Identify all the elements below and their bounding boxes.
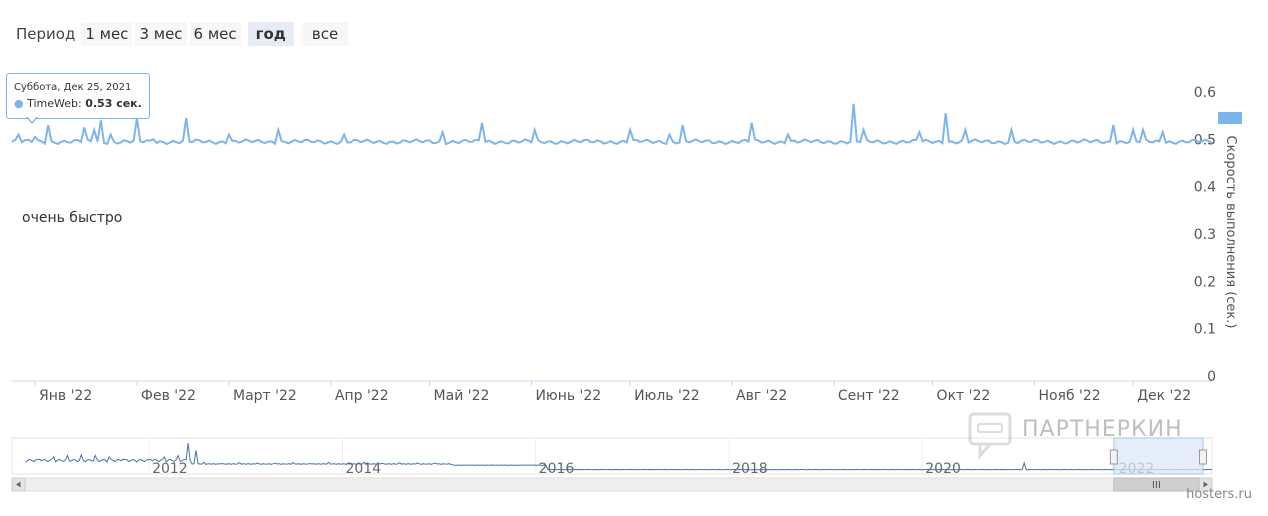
y-axis-current-value-flag: [1218, 112, 1242, 124]
navigator-series-line: [25, 443, 1213, 471]
navigator-tick-label: 2016: [539, 461, 575, 477]
navigator-selection[interactable]: [1113, 437, 1204, 475]
series-point: [1112, 124, 1115, 127]
scrollbar-track[interactable]: [11, 477, 1213, 492]
period-button-year[interactable]: год: [247, 22, 294, 46]
series-point: [441, 131, 444, 134]
tooltip-pointer-fill: [27, 116, 37, 122]
x-tick-label: Янв '22: [39, 388, 92, 404]
y-tick-label: 0.1: [1194, 322, 1216, 338]
series-point: [93, 128, 96, 131]
series-point: [668, 133, 671, 136]
series-point: [99, 119, 102, 122]
source-credit: hosters.ru: [1186, 487, 1252, 502]
series-point: [786, 133, 789, 136]
tooltip-value: 0.53 сек.: [85, 97, 142, 110]
series-point: [862, 128, 865, 131]
x-tick-label: Июнь '22: [535, 388, 601, 404]
tooltip-date: Суббота, Дек 25, 2021: [14, 82, 132, 93]
series-point: [83, 126, 86, 129]
arrow-left-icon: [16, 481, 21, 488]
navigator-frame: [11, 437, 1213, 475]
x-tick-labels: Янв '22 Фев '22 Март '22 Апр '22 Май '22 Июнь…: [39, 388, 1191, 404]
navigator-tick-label: 2014: [345, 461, 381, 477]
series-point: [533, 128, 536, 131]
series-point: [681, 124, 684, 127]
series-point: [185, 117, 188, 120]
series-point: [1141, 128, 1144, 131]
series-point: [343, 133, 346, 136]
speed-annotation: очень быстро: [22, 210, 123, 226]
period-button-6m[interactable]: 6 мес: [189, 22, 241, 46]
period-button-all[interactable]: все: [301, 22, 349, 46]
navigator-handle-left[interactable]: [1109, 449, 1118, 465]
watermark-logo: [968, 412, 1012, 460]
series-point: [481, 121, 484, 124]
scrollbar-grip-icon: [1152, 481, 1160, 488]
series-point: [1010, 128, 1013, 131]
period-button-3m[interactable]: 3 мес: [135, 22, 187, 46]
series-point: [750, 121, 753, 124]
series-point: [109, 133, 112, 136]
series-point: [17, 133, 20, 136]
series-point: [277, 128, 280, 131]
series-line-timeweb: [11, 103, 1213, 146]
x-tick-label: Фев '22: [141, 388, 196, 404]
series-point: [227, 133, 230, 136]
series-point: [34, 135, 37, 138]
tooltip: Суббота, Дек 25, 2021 ● TimeWeb: 0.53 се…: [6, 73, 150, 119]
period-button-1m[interactable]: 1 мес: [81, 22, 133, 46]
series-point: [918, 131, 921, 134]
series-point: [1161, 131, 1164, 134]
x-tick-marks: [34, 381, 1134, 386]
navigator-tick-label: 2012: [152, 461, 188, 477]
y-tick-label: 0.3: [1194, 227, 1216, 243]
arrow-right-icon: [1203, 481, 1208, 488]
x-tick-label: Март '22: [233, 388, 297, 404]
y-tick-label: 0.4: [1194, 180, 1216, 196]
series-point: [1132, 128, 1135, 131]
x-tick-label: Май '22: [434, 388, 490, 404]
series-dot-icon: ●: [14, 97, 24, 110]
x-tick-label: Апр '22: [335, 388, 389, 404]
x-tick-label: Сент '22: [838, 388, 900, 404]
x-tick-label: Окт '22: [937, 388, 991, 404]
series-point: [629, 128, 632, 131]
x-tick-label: Нояб '22: [1038, 388, 1100, 404]
series-point: [944, 112, 947, 115]
period-selector: Период 1 мес 3 мес 6 мес год все: [16, 20, 351, 48]
x-tick-label: Июль '22: [634, 388, 700, 404]
navigator-tick-label: 2018: [732, 461, 768, 477]
y-tick-label: 0: [1207, 369, 1216, 385]
series-point: [152, 138, 155, 141]
x-tick-label: Авг '22: [736, 388, 787, 404]
series-point: [852, 102, 855, 105]
watermark-text: ПАРТНЕРКИН: [1022, 417, 1183, 442]
period-label: Период: [16, 25, 76, 43]
tooltip-line: ● TimeWeb: 0.53 сек.: [14, 97, 142, 110]
series-point: [964, 128, 967, 131]
y-tick-label: 0.2: [1194, 274, 1216, 290]
tooltip-series-name: TimeWeb: [27, 97, 79, 110]
x-tick-label: Дек '22: [1137, 388, 1191, 404]
y-tick-label: 0.6: [1194, 85, 1216, 101]
series-point: [47, 124, 50, 127]
y-tick-labels: 00.10.20.30.40.50.6: [1194, 85, 1216, 385]
chat-bubble-icon: [968, 412, 1012, 446]
navigator-tick-label: 2020: [925, 461, 961, 477]
y-axis-title: Скорость выполнения (сек.): [1223, 136, 1238, 329]
navigator-handle-right[interactable]: [1199, 449, 1207, 465]
